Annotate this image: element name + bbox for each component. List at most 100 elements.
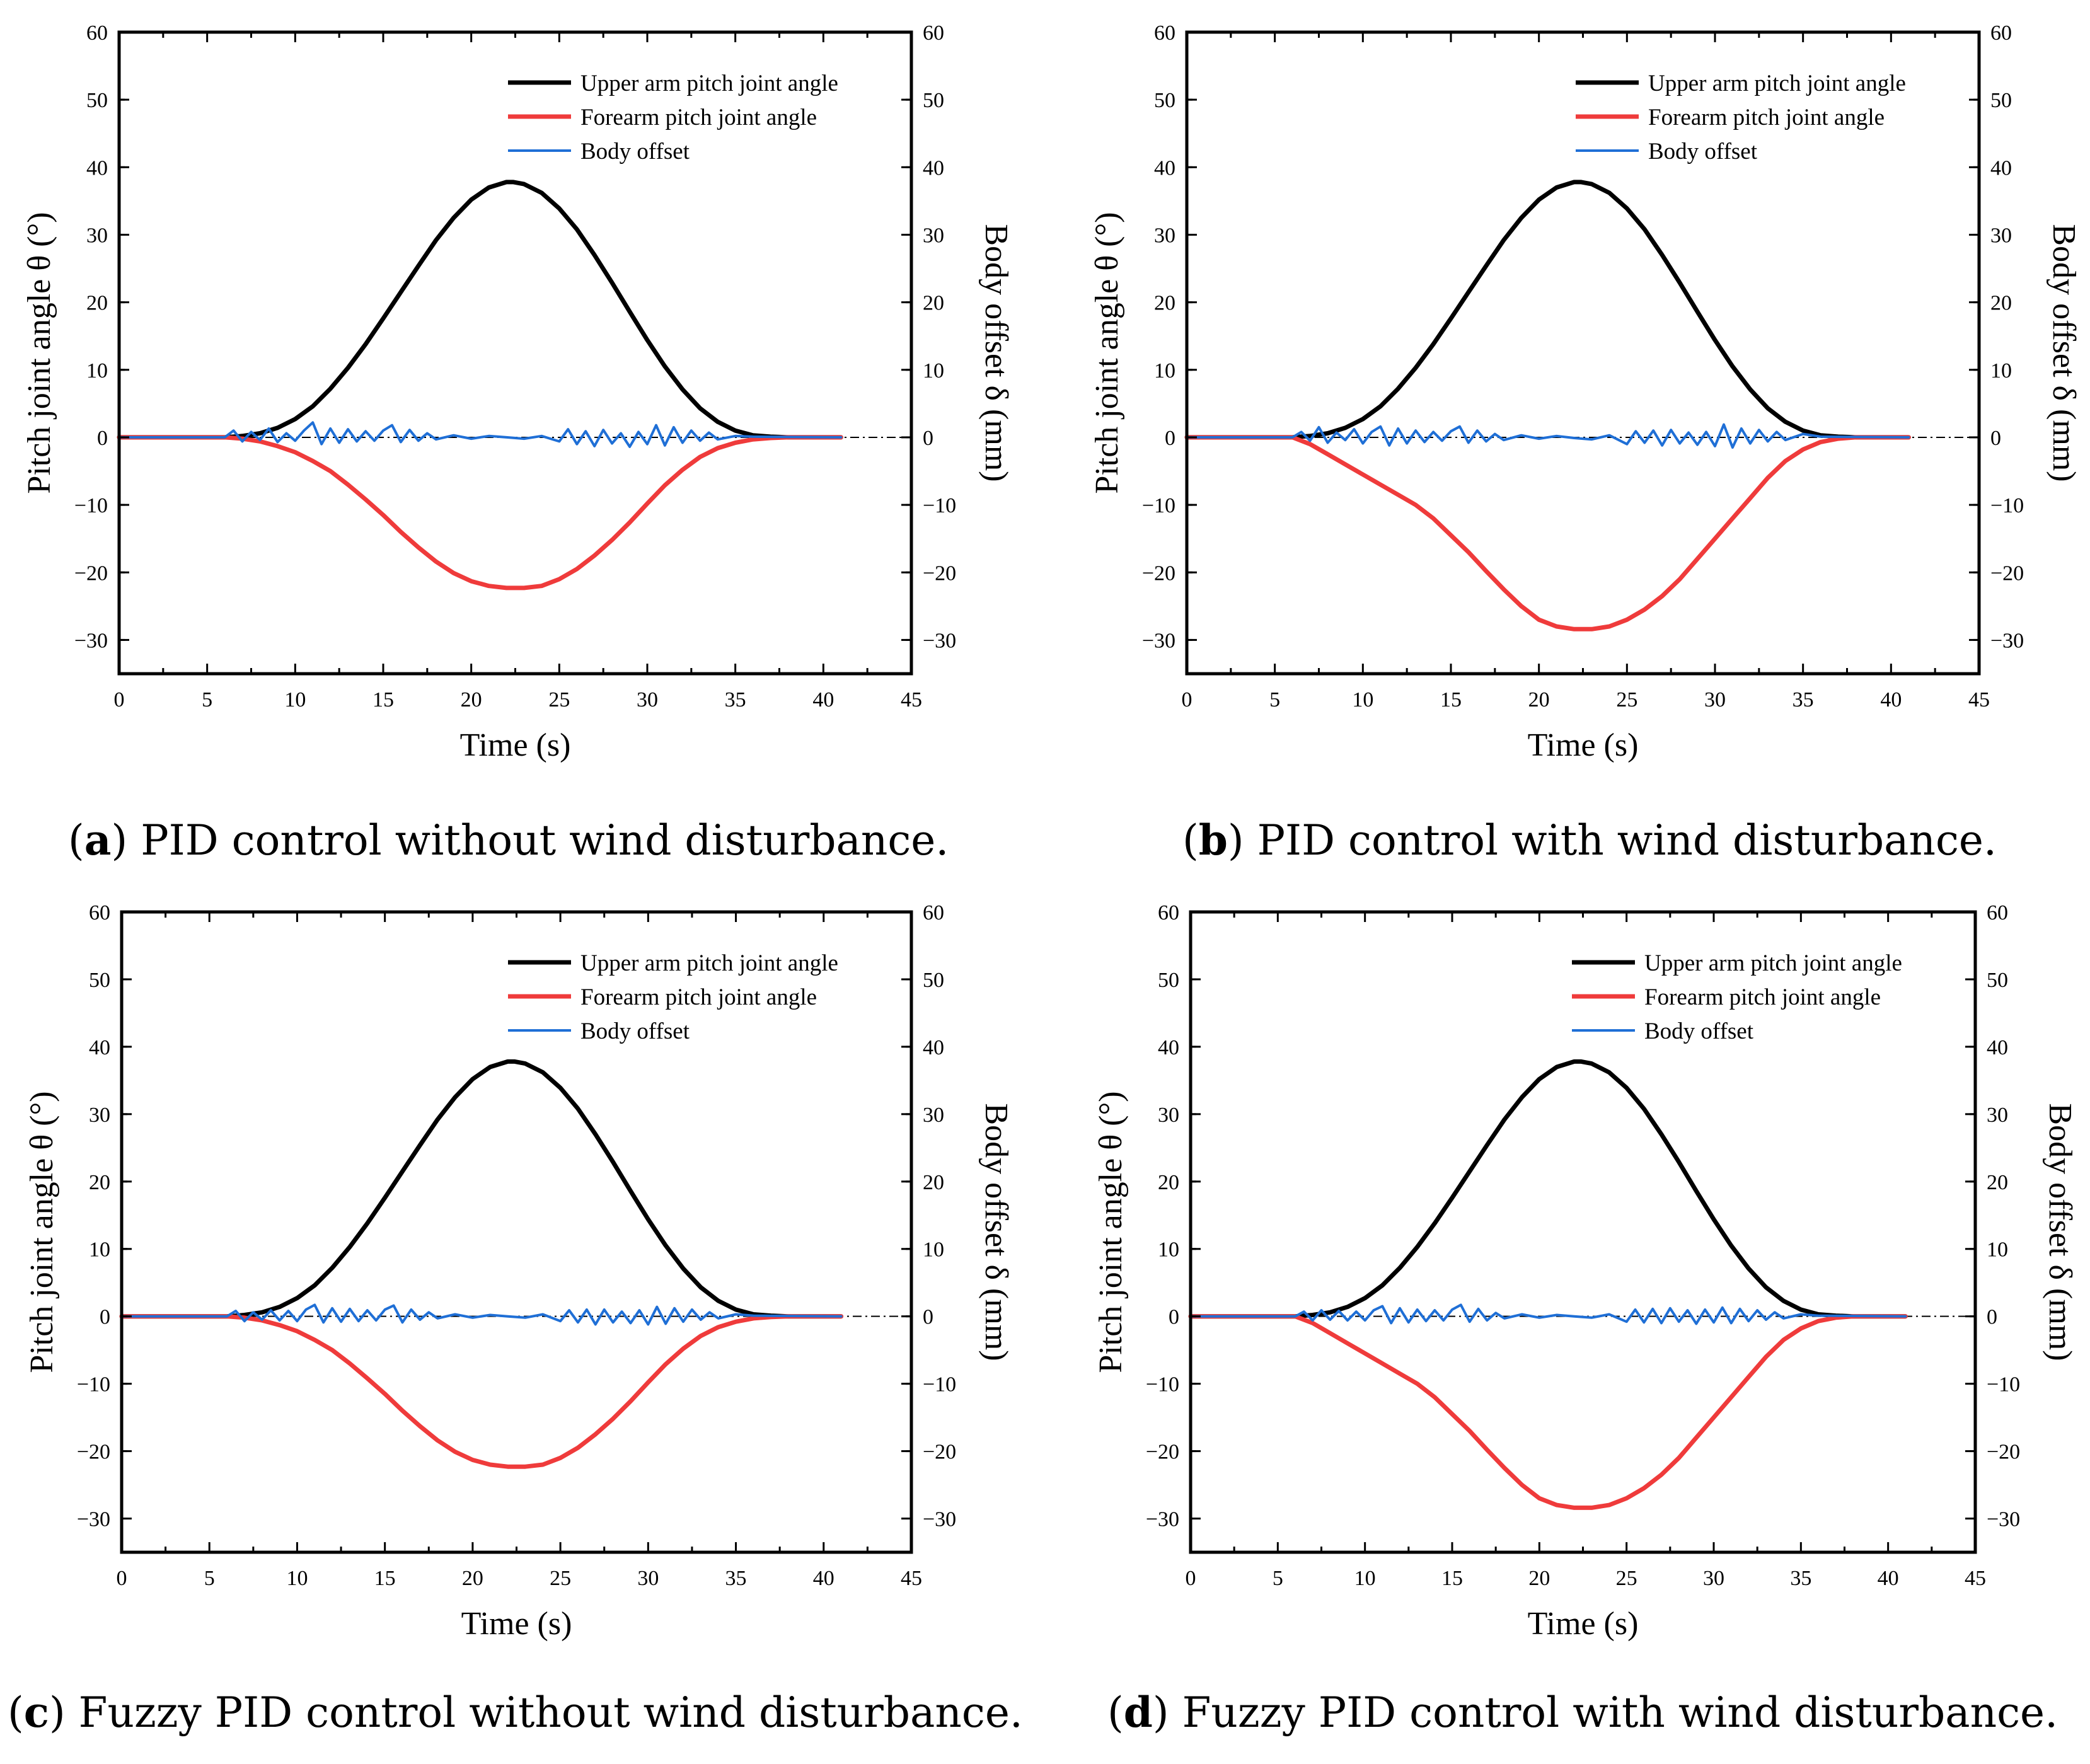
x-tick-label: 15 [1440,688,1462,712]
chart-panel-a: 0 5 10 15 20 25 30 35 40 45 −30 −30 −20 −20 −10 −10 0 0 10… [21,21,1014,865]
x-tick-label: 30 [637,1567,659,1590]
x-tick-label: 35 [725,1567,747,1590]
y-right-tick-label: −20 [923,1441,956,1464]
legend-entry: Body offset [580,1018,690,1044]
y-right-tick-label: 10 [1987,1238,2008,1262]
legend-entry: Upper arm pitch joint angle [580,71,838,96]
x-tick-label: 25 [548,688,570,712]
series-line-body-offset [120,1303,843,1326]
y-axis-title-right: Body offset δ (mm) [978,224,1014,481]
y-right-tick-label: 10 [923,1238,944,1262]
y-tick-label: 0 [1165,427,1175,450]
x-tick-label: 25 [550,1567,571,1590]
x-tick-label: 5 [1273,1567,1283,1590]
chart-panels: 0 5 10 15 20 25 30 35 40 45 −30 −30 −20 −20 −10 −10 0 0 10… [8,21,2082,1737]
x-tick-label: 0 [1182,688,1192,712]
y-right-tick-label: −30 [923,1508,956,1531]
y-right-tick-label: 40 [923,156,944,180]
y-tick-label: 20 [89,1171,110,1194]
y-tick-label: 10 [1158,1238,1179,1262]
y-right-tick-label: 60 [923,21,944,45]
y-tick-label: 60 [1158,901,1179,925]
y-axis-title-left: Pitch joint angle θ (°) [21,212,57,493]
y-tick-label: 0 [1169,1306,1179,1329]
x-tick-label: 40 [813,1567,834,1590]
x-tick-label: 5 [202,688,212,712]
y-axis-title-right: Body offset δ (mm) [2042,1103,2078,1361]
y-tick-label: 30 [89,1104,110,1127]
y-right-tick-label: −30 [923,629,956,652]
series-line-body-offset [1186,423,1910,449]
y-right-tick-label: 40 [1987,1036,2008,1059]
x-tick-label: 30 [1703,1567,1724,1590]
series-line-forearm [1188,1314,1908,1510]
y-axis-title-left: Pitch joint angle θ (°) [1093,1091,1129,1373]
y-right-tick-label: 30 [1987,1104,2008,1127]
x-tick-label: 35 [1793,688,1814,712]
caption-body: ) Fuzzy PID control without wind disturb… [49,1688,1023,1737]
y-right-tick-label: 0 [1990,427,2001,450]
y-right-tick-label: −20 [1987,1441,2020,1464]
y-right-tick-label: −10 [923,1373,956,1397]
y-tick-label: −30 [74,629,108,652]
x-tick-label: 15 [374,1567,396,1590]
chart-panel-b: 0 5 10 15 20 25 30 35 40 45 −30 −30 −20 −20 −10 −10 0 0 10… [1089,21,2082,865]
legend: Upper arm pitch joint angle Forearm pitch… [508,71,838,164]
caption-body: ) Fuzzy PID control with wind disturbanc… [1153,1688,2058,1737]
chart-panel-c: 0 5 10 15 20 25 30 35 40 45 −30 −30 −20 −20 −10 −10 0 0 10… [8,901,1023,1737]
caption-letter: b [1199,816,1228,865]
y-tick-label: −30 [1146,1508,1179,1531]
y-tick-label: 0 [97,427,108,450]
x-tick-label: 45 [901,688,922,712]
caption-open: ( [1182,816,1199,865]
x-tick-label: 45 [901,1567,922,1590]
y-right-tick-label: 10 [923,359,944,383]
x-axis-title: Time (s) [1528,727,1639,763]
y-tick-label: 60 [1154,21,1175,45]
x-axis-title: Time (s) [460,727,571,763]
y-right-tick-label: 60 [1987,901,2008,925]
y-right-tick-label: −10 [1987,1373,2020,1397]
legend-entry: Body offset [580,139,690,164]
y-tick-label: 0 [100,1306,110,1329]
chart-panel-d: 0 5 10 15 20 25 30 35 40 45 −30 −30 −20 −20 −10 −10 0 0 10… [1093,901,2078,1737]
caption-body: ) PID control without wind disturbance. [112,816,949,865]
x-tick-label: 20 [462,1567,483,1590]
series-line-body-offset [1189,1303,1907,1325]
x-tick-label: 0 [1186,1567,1196,1590]
y-tick-label: −30 [1142,629,1175,652]
y-right-tick-label: 20 [923,1171,944,1194]
y-right-tick-label: −30 [1987,1508,2020,1531]
x-tick-label: 20 [461,688,482,712]
series-line-upper-arm [1184,180,1911,440]
legend-entry: Forearm pitch joint angle [1644,984,1881,1010]
y-tick-label: 20 [1158,1171,1179,1194]
x-tick-label: 40 [1878,1567,1899,1590]
y-tick-label: 40 [1158,1036,1179,1059]
series-line-body-offset [118,421,843,448]
panel-caption: (c) Fuzzy PID control without wind distu… [8,1688,1023,1737]
y-right-tick-label: −30 [1990,629,2024,652]
caption-body: ) PID control with wind disturbance. [1228,816,1997,865]
y-right-tick-label: −20 [1990,562,2024,585]
x-tick-label: 20 [1528,1567,1550,1590]
legend-entry: Upper arm pitch joint angle [1644,950,1902,976]
y-right-tick-label: 30 [923,224,944,247]
panel-caption: (a) PID control without wind disturbance… [68,816,949,865]
x-tick-label: 15 [372,688,394,712]
x-tick-label: 30 [1704,688,1726,712]
y-tick-label: 10 [89,1238,110,1262]
caption-letter: d [1124,1688,1153,1737]
series-line-upper-arm [119,1059,844,1319]
y-tick-label: 40 [89,1036,110,1059]
x-tick-label: 10 [284,688,306,712]
x-tick-label: 0 [114,688,125,712]
y-tick-label: −20 [1146,1441,1179,1464]
caption-letter: c [24,1688,49,1737]
y-tick-label: 30 [86,224,108,247]
caption-open: ( [68,816,84,865]
legend-entry: Upper arm pitch joint angle [1648,71,1906,96]
y-tick-label: −20 [74,562,108,585]
y-axis-title-left: Pitch joint angle θ (°) [24,1091,60,1373]
